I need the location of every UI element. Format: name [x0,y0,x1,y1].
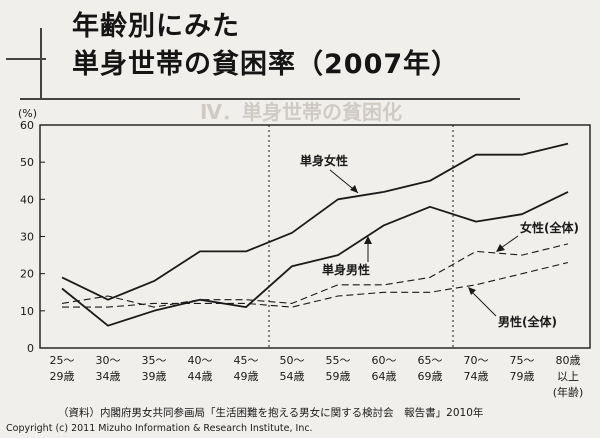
x-tick-label: 49歳 [234,370,259,383]
x-axis-unit: (年齢) [553,385,584,399]
x-tick-label: 45～ [234,354,259,367]
arrowhead-single-women [350,185,358,193]
y-tick-label: 50 [20,156,34,169]
x-tick-label: 35～ [142,354,167,367]
x-tick-label: 30～ [96,354,121,367]
y-tick-label: 60 [20,119,34,132]
series-men-all-line [62,261,569,308]
x-tick-label: 59歳 [326,370,351,383]
title-line-1: 年齢別にみた [72,11,240,42]
source-note: （資料）内閣府男女共同参画局「生活困難を抱える男女に関する検討会 報告書」201… [58,407,484,419]
y-tick-label: 40 [20,193,34,206]
series-single-men-line [61,191,569,327]
x-tick-label: 34歳 [96,370,121,383]
x-tick-label: 80歳 [556,354,581,367]
y-tick-label: 30 [20,231,34,244]
title-decoration [40,28,42,98]
title-decoration [20,98,520,100]
title-area: Ⅳ．単身世帯の貧困化 年齢別にみた 単身世帯の貧困率（2007年） [0,0,600,124]
series-women-all-line [61,243,569,308]
leader-men-all [469,289,497,317]
x-tick-label: 64歳 [372,370,397,383]
x-tick-label: 70～ [464,354,489,367]
background-bleed-text: Ⅳ．単身世帯の貧困化 [200,100,402,124]
x-tick-label: 以上 [557,370,579,383]
x-tick-label: 39歳 [142,370,167,383]
label-single-men: 単身男性 [322,262,370,277]
title-decoration [6,58,46,60]
arrowhead-single-men [364,236,372,244]
x-tick-label: 65～ [418,354,443,367]
label-women-all: 女性(全体) [520,220,579,235]
x-tick-label: 54歳 [280,370,305,383]
title-line-2: 単身世帯の貧困率（2007年） [72,49,460,80]
y-tick-label: 0 [27,342,34,355]
x-tick-label: 44歳 [188,370,213,383]
x-tick-label: 75～ [510,354,535,367]
copyright-note: Copyright (c) 2011 Mizuho Information & … [6,423,313,434]
y-tick-label: 20 [20,268,34,281]
x-tick-label: 25～ [50,354,75,367]
x-tick-label: 50～ [280,354,305,367]
x-tick-label: 60～ [372,354,397,367]
y-tick-label: 10 [20,305,34,318]
x-tick-label: 55～ [326,354,351,367]
y-axis-unit: (%) [18,107,37,120]
label-men-all: 男性(全体) [498,314,557,329]
series-single-women-line [61,142,569,301]
x-tick-label: 79歳 [510,370,535,383]
arrowhead-men-all [468,287,476,295]
x-tick-label: 40～ [188,354,213,367]
arrowhead-women-all [496,244,505,252]
label-single-women: 単身女性 [300,153,348,168]
x-tick-label: 29歳 [50,370,75,383]
x-tick-label: 69歳 [418,370,443,383]
x-tick-label: 74歳 [464,370,489,383]
